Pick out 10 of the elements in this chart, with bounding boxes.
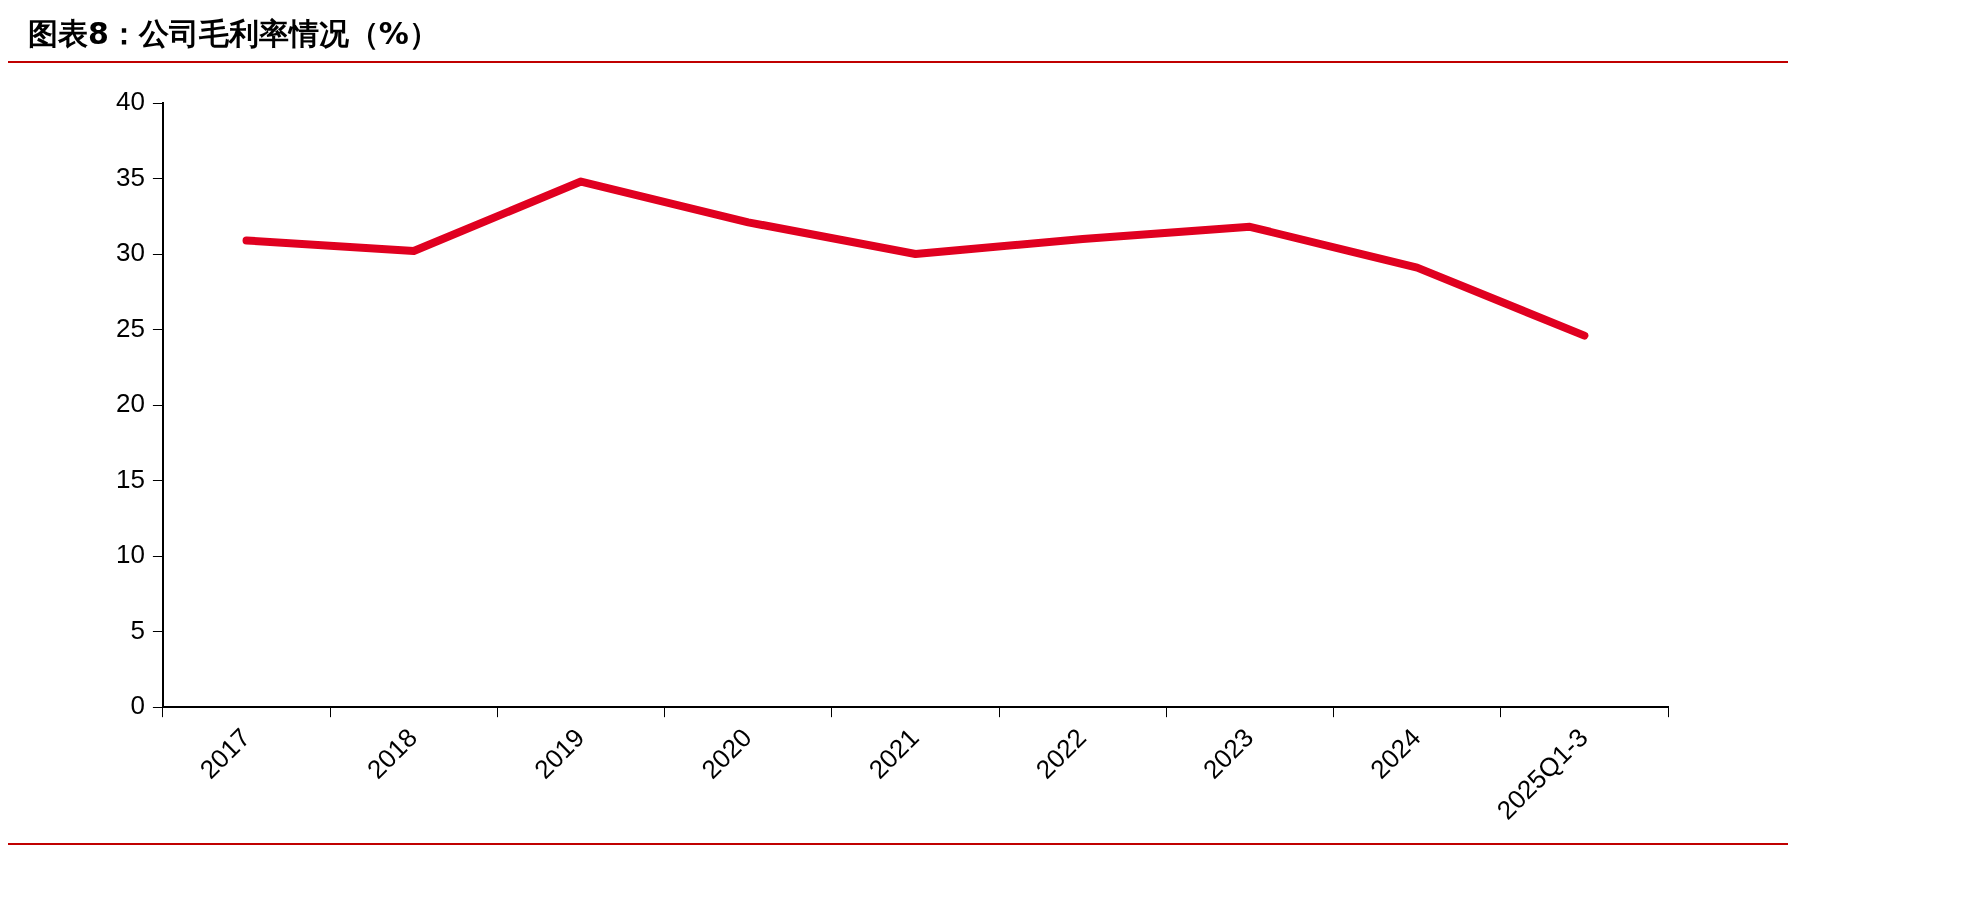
y-tick-label: 10 — [116, 539, 145, 570]
y-tick-label: 20 — [116, 388, 145, 419]
chart-title: 图表8：公司毛利率情况（%） — [8, 8, 1788, 63]
y-tick-label: 25 — [116, 312, 145, 343]
y-tick-label: 15 — [116, 463, 145, 494]
y-tick-label: 5 — [130, 614, 145, 645]
y-tick-label: 0 — [130, 690, 145, 721]
y-tick-label: 35 — [116, 161, 145, 192]
y-tick-label: 30 — [116, 237, 145, 268]
y-tick-label: 40 — [116, 86, 145, 117]
